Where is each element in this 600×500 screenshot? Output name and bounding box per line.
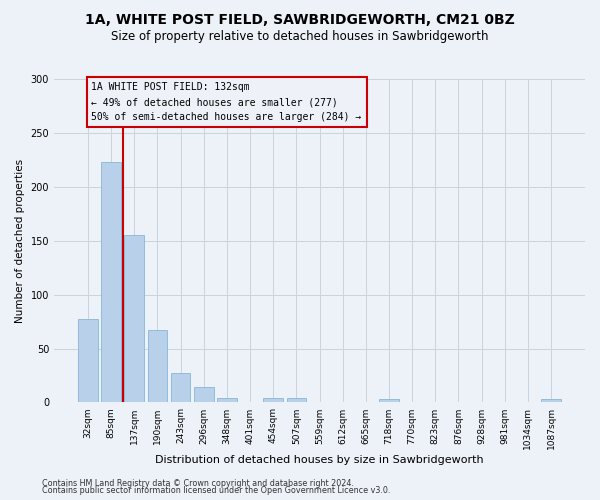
Bar xyxy=(124,236,144,402)
Text: Contains public sector information licensed under the Open Government Licence v3: Contains public sector information licen… xyxy=(42,486,391,495)
Text: 1A WHITE POST FIELD: 132sqm
← 49% of detached houses are smaller (277)
50% of se: 1A WHITE POST FIELD: 132sqm ← 49% of det… xyxy=(91,82,362,122)
Bar xyxy=(78,320,98,402)
Bar xyxy=(263,398,283,402)
Text: Size of property relative to detached houses in Sawbridgeworth: Size of property relative to detached ho… xyxy=(111,30,489,43)
Bar xyxy=(287,398,306,402)
Bar xyxy=(171,374,190,402)
Y-axis label: Number of detached properties: Number of detached properties xyxy=(15,158,25,323)
Text: 1A, WHITE POST FIELD, SAWBRIDGEWORTH, CM21 0BZ: 1A, WHITE POST FIELD, SAWBRIDGEWORTH, CM… xyxy=(85,12,515,26)
Bar xyxy=(217,398,237,402)
Bar xyxy=(541,399,561,402)
X-axis label: Distribution of detached houses by size in Sawbridgeworth: Distribution of detached houses by size … xyxy=(155,455,484,465)
Bar xyxy=(379,399,399,402)
Bar xyxy=(148,330,167,402)
Bar xyxy=(101,162,121,402)
Text: Contains HM Land Registry data © Crown copyright and database right 2024.: Contains HM Land Registry data © Crown c… xyxy=(42,478,354,488)
Bar xyxy=(194,388,214,402)
